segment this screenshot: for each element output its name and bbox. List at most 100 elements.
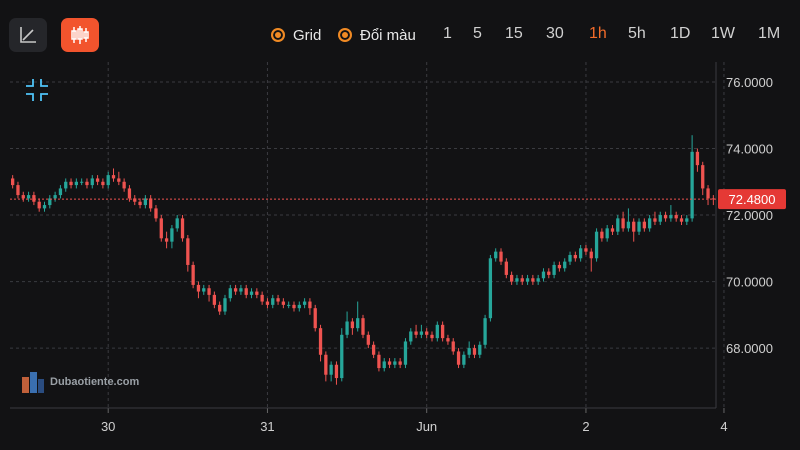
candle xyxy=(111,168,116,182)
candle xyxy=(472,344,477,359)
candle xyxy=(164,231,169,249)
candle xyxy=(249,288,254,299)
candle xyxy=(233,284,238,295)
timeframe-1d[interactable]: 1D xyxy=(670,25,691,42)
candle xyxy=(435,321,439,342)
candle xyxy=(186,235,190,272)
toolbar: Grid Đổi màu 1 5 15 30 1h 5h 1D 1W 1M xyxy=(0,0,800,70)
timeframe-1[interactable]: 1 xyxy=(443,25,452,42)
candle xyxy=(706,185,710,206)
candle xyxy=(711,195,715,206)
candle xyxy=(202,284,206,295)
timeframe-1w[interactable]: 1W xyxy=(711,25,735,42)
timeframe-5h[interactable]: 5h xyxy=(628,25,646,42)
candle xyxy=(637,218,641,235)
grid-toggle[interactable]: Grid xyxy=(271,24,321,46)
timeframe-5[interactable]: 5 xyxy=(473,25,482,42)
timeframe-1m[interactable]: 1M xyxy=(758,25,781,42)
candle-series xyxy=(11,135,715,385)
timeframe-1h[interactable]: 1h xyxy=(589,25,607,42)
candle xyxy=(589,248,593,272)
candle xyxy=(563,258,567,272)
watermark: Dubaotiente.com xyxy=(20,369,139,395)
candle xyxy=(642,218,646,232)
current-price-badge xyxy=(718,189,786,210)
candle xyxy=(414,324,418,339)
candle xyxy=(626,208,631,232)
candle xyxy=(143,195,148,209)
candle xyxy=(658,211,662,226)
candle xyxy=(308,298,312,315)
candle xyxy=(74,178,78,189)
candle xyxy=(690,135,694,222)
color-toggle[interactable]: Đổi màu xyxy=(338,24,416,46)
candle xyxy=(515,274,519,285)
candle xyxy=(557,261,562,272)
timeframe-30[interactable]: 30 xyxy=(546,25,564,42)
y-tick-label: 70.0000 xyxy=(726,275,773,290)
candle xyxy=(621,211,625,232)
x-tick-label: 30 xyxy=(101,419,115,434)
candle xyxy=(265,298,270,309)
y-tick-label: 76.0000 xyxy=(726,75,773,90)
watermark-text: Dubaotiente.com xyxy=(50,376,140,388)
timeframe-15[interactable]: 15 xyxy=(505,25,523,42)
candle xyxy=(122,178,126,192)
candle xyxy=(228,284,232,302)
candle xyxy=(578,244,583,262)
candle xyxy=(350,318,355,335)
candle xyxy=(674,211,678,222)
candle xyxy=(653,211,657,226)
candle xyxy=(403,338,408,369)
candle xyxy=(244,284,248,299)
candle xyxy=(456,348,461,369)
candle xyxy=(313,304,317,332)
collapse-icon[interactable] xyxy=(24,77,50,103)
candle xyxy=(594,228,599,262)
candle xyxy=(440,321,445,342)
chart-axes: 76.0000 74.0000 72.0000 70.0000 68.0000 30 31 J… xyxy=(10,62,786,434)
candle xyxy=(387,358,392,369)
candle xyxy=(11,175,15,189)
candle xyxy=(499,248,503,265)
candle xyxy=(64,178,68,192)
candle xyxy=(106,171,110,189)
candle xyxy=(504,258,508,279)
candle xyxy=(281,298,286,309)
candle xyxy=(467,341,471,359)
candle xyxy=(483,314,487,349)
candle xyxy=(180,215,185,242)
candle xyxy=(69,178,73,189)
candle xyxy=(701,161,705,196)
candle xyxy=(16,181,20,199)
candle xyxy=(334,361,339,385)
logo-icon xyxy=(22,372,44,393)
candle xyxy=(425,328,429,339)
candle xyxy=(53,191,57,202)
candle xyxy=(117,171,121,186)
candle xyxy=(175,215,179,232)
candle xyxy=(324,351,328,382)
candle xyxy=(584,244,588,255)
candle xyxy=(318,324,323,362)
candle xyxy=(632,218,636,242)
color-label: Đổi màu xyxy=(360,26,416,44)
candle xyxy=(345,311,349,339)
candle xyxy=(101,178,105,189)
candle xyxy=(648,215,652,232)
candle xyxy=(520,274,524,285)
candle xyxy=(58,185,63,199)
candle xyxy=(488,254,493,322)
candle xyxy=(669,205,673,222)
candle xyxy=(276,294,280,305)
candle xyxy=(329,361,333,382)
line-chart-button[interactable] xyxy=(9,18,47,52)
candle xyxy=(409,328,413,345)
candle xyxy=(377,351,381,372)
candle xyxy=(451,338,455,355)
candle xyxy=(212,291,217,309)
candle xyxy=(430,331,434,342)
candlestick-button[interactable] xyxy=(61,18,99,52)
radio-icon xyxy=(271,28,285,42)
candle xyxy=(382,358,386,372)
